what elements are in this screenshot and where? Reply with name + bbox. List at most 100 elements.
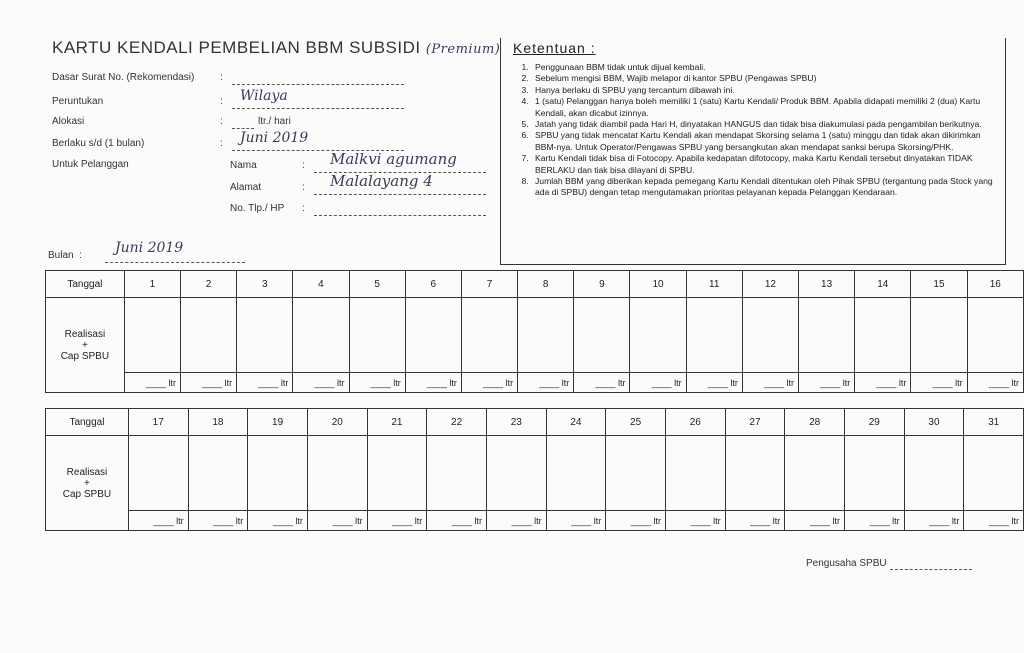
record-table-2: Tanggal 17 18 19 20 21 22 23 24 25 26 27 28 29 30 31 Rea… [45,408,1024,531]
stamp-cell[interactable] [247,435,308,511]
liter-cell[interactable]: ____ ltr [854,372,912,393]
day-header: 19 [247,408,308,436]
customer-label: Alamat [230,182,262,193]
liter-cell[interactable]: ____ ltr [685,372,743,393]
allocation-unit: ltr./ hari [258,116,291,127]
stamp-cell[interactable] [485,435,547,511]
liter-cell[interactable]: ____ ltr [629,372,687,393]
day-header: 15 [910,270,968,298]
stamp-cell[interactable] [306,435,368,511]
day-header: 5 [348,270,406,298]
day-header: 24 [545,408,607,436]
liter-cell[interactable]: ____ ltr [247,510,308,531]
liter-cell[interactable]: ____ ltr [966,372,1024,393]
day-header: 11 [685,270,743,298]
liter-cell[interactable]: ____ ltr [517,372,575,393]
day-header: 9 [573,270,631,298]
field-label: Untuk Pelanggan [52,159,129,170]
liter-cell[interactable]: ____ ltr [348,372,406,393]
stamp-cell[interactable] [573,297,631,373]
liter-cell[interactable]: ____ ltr [843,510,905,531]
customer-value[interactable]: Malkvi agumang [330,150,457,168]
stamp-cell[interactable] [724,435,786,511]
stamp-cell[interactable] [685,297,743,373]
stamp-cell[interactable] [798,297,856,373]
field-value[interactable]: Juni 2019 [240,130,309,146]
day-header: 18 [187,408,249,436]
term-item: Hanya berlaku di SPBU yang tercantum dib… [531,85,995,96]
liter-cell[interactable]: ____ ltr [306,510,368,531]
field-value[interactable]: Wilaya [240,88,288,104]
liter-cell[interactable]: ____ ltr [963,510,1024,531]
liter-cell[interactable]: ____ ltr [903,510,965,531]
field-label: Peruntukan [52,96,104,107]
stamp-cell[interactable] [629,297,687,373]
card-title: KARTU KENDALI PEMBELIAN BBM SUBSIDI (Pre… [52,38,501,57]
liter-cell[interactable]: ____ ltr [545,510,607,531]
liter-cell[interactable]: ____ ltr [236,372,294,393]
liter-cell[interactable]: ____ ltr [426,510,487,531]
stamp-cell[interactable] [910,297,968,373]
day-header: 6 [404,270,462,298]
stamp-cell[interactable] [741,297,800,373]
day-header: 17 [127,408,189,436]
liter-cell[interactable]: ____ ltr [404,372,462,393]
day-header: 4 [292,270,350,298]
realization-label: Realisasi + Cap SPBU [45,435,129,531]
day-header: 7 [460,270,519,298]
day-header: 27 [724,408,786,436]
term-item: Sebelum mengisi BBM, Wajib melapor di ka… [531,73,995,84]
day-header: 21 [366,408,428,436]
day-header: 29 [843,408,905,436]
stamp-cell[interactable] [123,297,181,373]
owner-signature-label: Pengusaha SPBU [806,558,887,569]
liter-cell[interactable]: ____ ltr [179,372,238,393]
liter-cell[interactable]: ____ ltr [460,372,519,393]
month-value: Juni 2019 [115,240,184,256]
customer-value[interactable]: Malalayang 4 [330,172,433,190]
liter-cell[interactable]: ____ ltr [292,372,350,393]
stamp-cell[interactable] [127,435,189,511]
liter-cell[interactable]: ____ ltr [605,510,666,531]
stamp-cell[interactable] [236,297,294,373]
stamp-cell[interactable] [426,435,487,511]
field-label: Berlaku s/d (1 bulan) [52,138,145,149]
stamp-cell[interactable] [348,297,406,373]
stamp-cell[interactable] [963,435,1024,511]
stamp-cell[interactable] [903,435,965,511]
day-header: 2 [179,270,238,298]
liter-cell[interactable]: ____ ltr [127,510,189,531]
stamp-cell[interactable] [784,435,845,511]
stamp-cell[interactable] [517,297,575,373]
stamp-cell[interactable] [366,435,428,511]
term-item: SPBU yang tidak mencatat Kartu Kendali a… [531,130,995,153]
stamp-cell[interactable] [292,297,350,373]
term-item: Jumlah BBM yang diberikan kepada pemegan… [531,176,995,199]
liter-cell[interactable]: ____ ltr [573,372,631,393]
stamp-cell[interactable] [545,435,607,511]
stamp-cell[interactable] [843,435,905,511]
liter-cell[interactable]: ____ ltr [123,372,181,393]
liter-cell[interactable]: ____ ltr [187,510,249,531]
day-header: 1 [123,270,181,298]
liter-cell[interactable]: ____ ltr [798,372,856,393]
day-header: 30 [903,408,965,436]
stamp-cell[interactable] [179,297,238,373]
liter-cell[interactable]: ____ ltr [741,372,800,393]
liter-cell[interactable]: ____ ltr [664,510,726,531]
liter-cell[interactable]: ____ ltr [910,372,968,393]
liter-cell[interactable]: ____ ltr [366,510,428,531]
stamp-cell[interactable] [187,435,249,511]
liter-cell[interactable]: ____ ltr [485,510,547,531]
stamp-cell[interactable] [404,297,462,373]
record-table-1: Tanggal 1 2 3 4 5 6 7 8 9 10 11 12 13 14 15 16 Realisasi +… [45,270,1024,393]
stamp-cell[interactable] [966,297,1024,373]
liter-cell[interactable]: ____ ltr [724,510,786,531]
stamp-cell[interactable] [854,297,912,373]
stamp-cell[interactable] [664,435,726,511]
stamp-cell[interactable] [460,297,519,373]
liter-cell[interactable]: ____ ltr [784,510,845,531]
term-item: Penggunaan BBM tidak untuk dijual kembal… [531,62,995,73]
day-header: 13 [798,270,856,298]
stamp-cell[interactable] [605,435,666,511]
